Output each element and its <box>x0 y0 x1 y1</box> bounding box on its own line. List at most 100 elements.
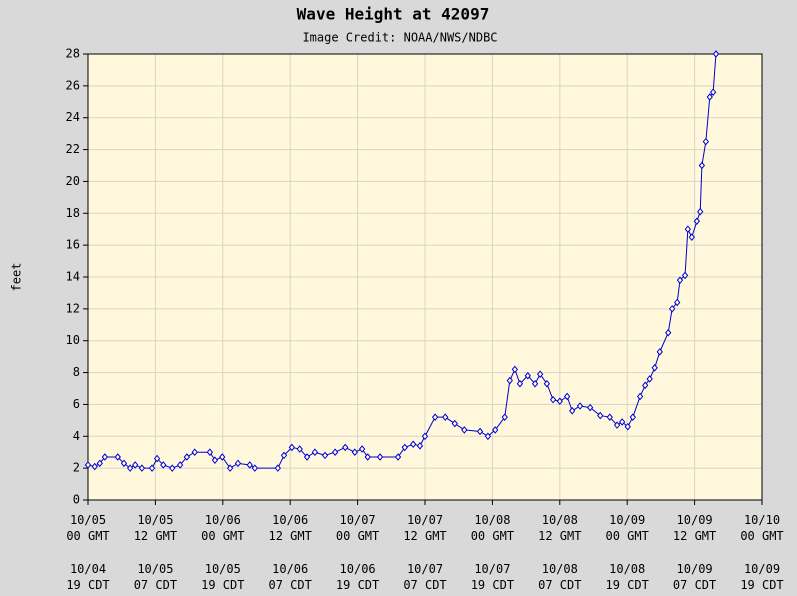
y-tick-label: 20 <box>66 174 80 188</box>
data-point <box>676 276 684 284</box>
x-tick-label: 10/07 00 GMT <box>335 513 380 543</box>
data-point <box>246 461 253 469</box>
x-tick-label: 10/06 00 GMT <box>201 513 245 543</box>
data-point <box>642 381 649 390</box>
data-point <box>636 392 644 401</box>
data-point <box>120 459 128 468</box>
data-point <box>160 461 167 469</box>
data-point <box>484 432 492 441</box>
chart-title: Wave Height at 42097 <box>297 5 490 24</box>
data-point <box>303 453 311 461</box>
data-point <box>280 451 288 460</box>
x-tick-label: 10/05 00 GMT <box>66 513 110 543</box>
data-point <box>206 448 214 456</box>
data-point <box>586 403 594 412</box>
x-tick-label: 10/08 00 GMT <box>470 513 515 543</box>
y-tick-label: 28 <box>66 47 80 61</box>
data-point <box>251 464 258 472</box>
data-point <box>138 464 146 472</box>
data-point <box>288 443 296 452</box>
data-point <box>492 426 499 434</box>
data-point <box>606 413 613 421</box>
data-point <box>629 413 636 421</box>
data-point <box>549 395 557 404</box>
data-point <box>698 161 706 170</box>
data-point <box>709 88 717 97</box>
x-tick-label: 10/07 12 GMT <box>403 513 447 543</box>
x-tick-label: 10/04 19 CDT <box>66 562 110 592</box>
data-point <box>376 453 384 461</box>
data-point <box>401 443 408 452</box>
data-point <box>556 397 563 406</box>
data-point <box>712 50 720 58</box>
data-point <box>506 376 513 385</box>
data-point <box>597 411 604 420</box>
data-point <box>674 298 681 307</box>
data-point <box>191 448 198 456</box>
data-point <box>531 379 539 388</box>
y-tick-label: 14 <box>66 270 80 284</box>
x-tick-label: 10/09 00 GMT <box>605 513 649 543</box>
data-point <box>451 419 458 428</box>
data-point <box>126 464 134 472</box>
y-tick-label: 22 <box>66 142 80 156</box>
data-point <box>358 445 366 453</box>
data-point <box>421 432 429 441</box>
x-tick-label: 10/06 07 CDT <box>268 562 312 592</box>
x-tick-label: 10/08 12 GMT <box>538 513 582 543</box>
x-tick-label: 10/09 07 CDT <box>672 562 717 592</box>
data-point <box>461 426 468 434</box>
x-tick-label: 10/05 12 GMT <box>133 513 178 543</box>
data-point <box>688 233 695 241</box>
x-tick-label: 10/06 12 GMT <box>268 513 312 543</box>
data-point <box>321 451 329 460</box>
data-point <box>702 137 709 146</box>
x-tick-label: 10/09 19 CDT <box>740 562 784 592</box>
data-point <box>524 371 531 380</box>
data-point <box>226 464 234 472</box>
data-point <box>613 421 621 429</box>
x-tick-label: 10/06 19 CDT <box>335 562 380 592</box>
data-point <box>84 461 92 469</box>
data-point <box>646 375 653 383</box>
data-point <box>693 217 700 226</box>
y-tick-label: 4 <box>73 429 80 443</box>
data-point <box>416 442 424 450</box>
data-point <box>331 448 339 456</box>
y-tick-label: 8 <box>73 365 80 379</box>
y-tick-label: 0 <box>73 493 80 507</box>
data-point <box>410 440 417 449</box>
data-point <box>148 464 156 472</box>
y-tick-label: 12 <box>66 301 80 315</box>
x-tick-label: 10/05 19 CDT <box>201 562 245 592</box>
data-point <box>668 305 676 313</box>
chart-subtitle: Image Credit: NOAA/NWS/NDBC <box>302 31 497 45</box>
data-point <box>536 370 544 378</box>
x-tick-label: 10/08 07 CDT <box>538 562 582 592</box>
data-point <box>176 461 184 469</box>
data-point <box>394 453 402 461</box>
data-point <box>681 271 689 280</box>
y-axis-label: feet <box>10 263 24 292</box>
data-point <box>651 364 658 372</box>
data-point <box>153 454 161 463</box>
data-point <box>274 464 281 472</box>
data-point <box>114 453 121 461</box>
plot-frame <box>87 53 763 501</box>
data-point <box>183 453 191 461</box>
data-point <box>511 365 519 374</box>
y-tick-label: 24 <box>66 110 80 124</box>
x-tick-label: 10/08 19 CDT <box>605 562 649 592</box>
data-point <box>211 456 219 464</box>
data-point <box>442 413 449 421</box>
data-point <box>431 413 439 421</box>
data-point <box>516 379 524 388</box>
data-point <box>576 402 584 410</box>
data-point <box>351 448 358 456</box>
data-point <box>101 453 109 461</box>
data-point <box>656 348 663 356</box>
data-point <box>697 207 704 216</box>
data-point <box>91 462 98 471</box>
